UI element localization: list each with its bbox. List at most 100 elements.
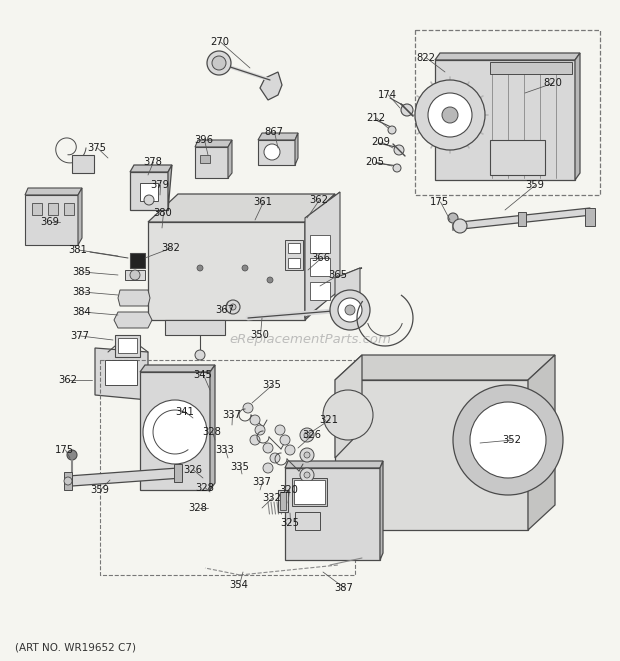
Bar xyxy=(72,155,94,173)
Text: 174: 174 xyxy=(378,90,397,100)
Text: 359: 359 xyxy=(525,180,544,190)
Circle shape xyxy=(448,213,458,223)
Polygon shape xyxy=(228,140,232,178)
Bar xyxy=(310,235,330,253)
Text: 325: 325 xyxy=(280,518,299,528)
Polygon shape xyxy=(168,165,172,210)
Text: 209: 209 xyxy=(371,137,390,147)
Text: 396: 396 xyxy=(194,135,213,145)
Circle shape xyxy=(263,443,273,453)
Text: 326: 326 xyxy=(183,465,202,475)
Circle shape xyxy=(415,80,485,150)
Polygon shape xyxy=(258,133,298,140)
Polygon shape xyxy=(335,268,360,305)
Circle shape xyxy=(212,56,226,70)
Bar xyxy=(490,140,545,175)
Text: 328: 328 xyxy=(195,483,214,493)
Bar xyxy=(292,478,327,506)
Polygon shape xyxy=(260,72,282,100)
Text: 175: 175 xyxy=(430,197,449,207)
Circle shape xyxy=(388,126,396,134)
Text: 345: 345 xyxy=(193,370,212,380)
Text: 867: 867 xyxy=(264,127,283,137)
Circle shape xyxy=(263,463,273,473)
Polygon shape xyxy=(335,355,555,380)
Bar xyxy=(174,464,182,482)
Text: eReplacementParts.com: eReplacementParts.com xyxy=(229,334,391,346)
Text: 362: 362 xyxy=(309,195,328,205)
Circle shape xyxy=(394,145,404,155)
Bar xyxy=(64,203,74,215)
Text: 175: 175 xyxy=(55,445,74,455)
Text: 341: 341 xyxy=(175,407,194,417)
Bar xyxy=(118,338,137,353)
Circle shape xyxy=(130,270,140,280)
Bar xyxy=(294,480,325,504)
Text: 369: 369 xyxy=(40,217,59,227)
Text: 359: 359 xyxy=(90,485,109,495)
Text: 381: 381 xyxy=(68,245,87,255)
Polygon shape xyxy=(528,355,555,530)
Polygon shape xyxy=(435,60,575,180)
Polygon shape xyxy=(380,461,383,560)
Circle shape xyxy=(144,195,154,205)
Text: 378: 378 xyxy=(143,157,162,167)
Polygon shape xyxy=(25,188,82,195)
Polygon shape xyxy=(210,365,215,490)
Circle shape xyxy=(323,390,373,440)
Bar xyxy=(100,360,355,575)
Polygon shape xyxy=(195,140,232,147)
Text: 820: 820 xyxy=(543,78,562,88)
Circle shape xyxy=(275,425,285,435)
Text: 379: 379 xyxy=(150,180,169,190)
Circle shape xyxy=(280,435,290,445)
Circle shape xyxy=(345,305,355,315)
Polygon shape xyxy=(285,468,380,560)
Text: 337: 337 xyxy=(222,410,241,420)
Circle shape xyxy=(300,428,314,442)
Text: 270: 270 xyxy=(210,37,229,47)
Bar xyxy=(415,30,600,195)
Text: 352: 352 xyxy=(502,435,521,445)
Bar xyxy=(105,360,137,385)
Bar xyxy=(130,253,145,268)
Polygon shape xyxy=(140,365,215,372)
Polygon shape xyxy=(165,320,225,335)
Circle shape xyxy=(67,450,77,460)
Circle shape xyxy=(453,385,563,495)
Circle shape xyxy=(64,477,72,485)
Bar xyxy=(295,512,320,530)
Text: 212: 212 xyxy=(366,113,385,123)
Bar xyxy=(200,155,210,163)
Polygon shape xyxy=(335,355,362,458)
Polygon shape xyxy=(335,268,362,278)
Text: 365: 365 xyxy=(328,270,347,280)
Bar xyxy=(310,258,330,276)
Circle shape xyxy=(442,107,458,123)
Polygon shape xyxy=(118,290,150,306)
Circle shape xyxy=(428,93,472,137)
Bar xyxy=(585,208,595,226)
Bar xyxy=(288,258,300,268)
Polygon shape xyxy=(130,165,172,172)
Text: 332: 332 xyxy=(262,493,281,503)
Circle shape xyxy=(264,144,280,160)
Text: 377: 377 xyxy=(70,331,89,341)
Polygon shape xyxy=(140,372,210,490)
Text: 321: 321 xyxy=(319,415,338,425)
Text: (ART NO. WR19652 C7): (ART NO. WR19652 C7) xyxy=(15,643,136,653)
Bar xyxy=(64,472,72,490)
Polygon shape xyxy=(78,188,82,245)
Text: 361: 361 xyxy=(253,197,272,207)
Bar xyxy=(310,282,330,300)
Text: 337: 337 xyxy=(252,477,271,487)
Circle shape xyxy=(338,298,362,322)
Text: 335: 335 xyxy=(262,380,281,390)
Polygon shape xyxy=(285,461,383,468)
Polygon shape xyxy=(114,312,152,328)
Text: 387: 387 xyxy=(334,583,353,593)
Polygon shape xyxy=(335,380,528,530)
Circle shape xyxy=(270,453,280,463)
Polygon shape xyxy=(195,147,228,178)
Circle shape xyxy=(255,425,265,435)
